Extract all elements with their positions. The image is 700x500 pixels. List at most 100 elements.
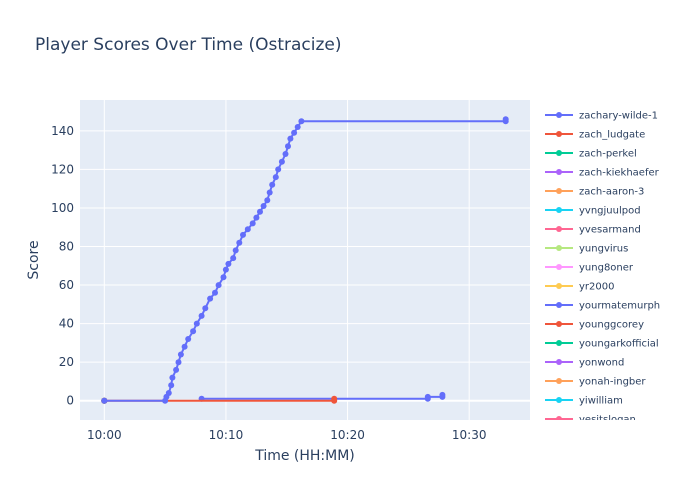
data-point xyxy=(275,166,282,173)
data-point xyxy=(331,395,338,402)
legend-swatch-marker xyxy=(556,321,562,327)
legend-item-zach-aaron-3[interactable]: zach-aaron-3 xyxy=(545,187,644,198)
data-point xyxy=(173,366,180,373)
legend-swatch-marker xyxy=(556,340,562,346)
legend[interactable]: zachary-wilde-1 zach_ludgate zach-perkel za… xyxy=(545,111,660,426)
y-axis-title: Score xyxy=(26,240,42,279)
legend-item-yvesarmand[interactable]: yvesarmand xyxy=(545,225,641,236)
data-point xyxy=(257,208,263,215)
data-point xyxy=(272,174,279,181)
legend-swatch-marker xyxy=(556,169,562,175)
data-point xyxy=(175,359,182,366)
legend-item-yungvirus[interactable]: yungvirus xyxy=(545,244,628,255)
legend-swatch-marker xyxy=(556,302,562,308)
legend-label: younggcorey xyxy=(579,320,644,331)
series-zachary-wilde-1 xyxy=(101,116,509,404)
data-point xyxy=(222,266,229,273)
legend-label: zach-kiekhaefer xyxy=(579,168,660,179)
legend-swatch-marker xyxy=(556,131,562,137)
data-point xyxy=(225,260,232,267)
legend-label: yungvirus xyxy=(579,244,628,255)
data-point xyxy=(215,282,222,289)
series-layer xyxy=(101,116,509,404)
data-point xyxy=(253,214,260,221)
data-point xyxy=(278,158,285,165)
legend-label: zach-aaron-3 xyxy=(579,187,644,198)
y-axis-ticks: 0 20 40 60 80 100 120 140 xyxy=(51,124,74,408)
legend-swatch-marker xyxy=(556,245,562,251)
legend-item-zach_ludgate[interactable]: zach_ludgate xyxy=(545,130,645,141)
data-point xyxy=(168,382,175,389)
legend-label: yesitslogan xyxy=(579,415,636,426)
data-point xyxy=(220,274,227,281)
legend-item-yourmatemurph[interactable]: yourmatemurph xyxy=(545,301,660,312)
data-point xyxy=(190,328,197,335)
legend-item-youngarkofficial[interactable]: youngarkofficial xyxy=(545,339,659,350)
y-tick-label: 60 xyxy=(59,278,74,292)
x-tick-label: 10:10 xyxy=(209,428,244,442)
legend-swatch-marker xyxy=(556,226,562,232)
data-point xyxy=(236,239,243,246)
data-point xyxy=(502,116,509,123)
legend-label: yvesarmand xyxy=(579,225,641,236)
data-point xyxy=(285,143,291,150)
legend-label: yourmatemurph xyxy=(579,301,660,312)
data-point xyxy=(282,151,289,157)
legend-label: yiwilliam xyxy=(579,396,623,407)
y-tick-label: 100 xyxy=(51,201,74,215)
y-tick-label: 0 xyxy=(66,394,74,408)
legend-item-younggcorey[interactable]: younggcorey xyxy=(545,320,644,331)
legend-item-yvngjuulpod[interactable]: yvngjuulpod xyxy=(545,206,641,217)
data-point xyxy=(269,181,276,188)
legend-item-zachary-wilde-1[interactable]: zachary-wilde-1 xyxy=(545,111,658,122)
legend-swatch-marker xyxy=(556,112,562,118)
y-tick-label: 120 xyxy=(51,162,74,176)
legend-swatch-marker xyxy=(556,207,562,213)
legend-item-yung8oner[interactable]: yung8oner xyxy=(545,263,634,274)
legend-label: yung8oner xyxy=(579,263,634,274)
data-point xyxy=(439,391,446,398)
data-point xyxy=(193,320,200,327)
legend-label: youngarkofficial xyxy=(579,339,659,350)
data-point xyxy=(101,397,108,404)
legend-item-yonwond[interactable]: yonwond xyxy=(545,358,624,369)
legend-swatch-marker xyxy=(556,378,562,384)
data-point xyxy=(185,336,192,342)
data-point xyxy=(287,135,294,142)
legend-swatch-marker xyxy=(556,283,562,289)
x-tick-label: 10:30 xyxy=(452,428,487,442)
data-point xyxy=(169,374,176,381)
legend-label: yonwond xyxy=(579,358,624,369)
data-point xyxy=(266,189,273,196)
data-point xyxy=(291,129,298,136)
data-point xyxy=(202,305,209,312)
legend-label: yr2000 xyxy=(579,282,614,293)
legend-item-yr2000[interactable]: yr2000 xyxy=(545,282,614,293)
x-axis-title: Time (HH:MM) xyxy=(254,448,355,464)
legend-item-zach-perkel[interactable]: zach-perkel xyxy=(545,149,637,160)
y-tick-label: 40 xyxy=(59,317,74,331)
legend-label: zach-perkel xyxy=(579,149,637,160)
y-tick-label: 80 xyxy=(59,240,74,254)
legend-label: zachary-wilde-1 xyxy=(579,111,658,122)
legend-swatch-marker xyxy=(556,416,562,420)
legend-label: zach_ludgate xyxy=(579,130,645,141)
legend-item-zach-kiekhaefer[interactable]: zach-kiekhaefer xyxy=(545,168,660,179)
legend-label: yonah-ingber xyxy=(579,377,646,388)
x-tick-label: 10:20 xyxy=(330,428,365,442)
chart-title: Player Scores Over Time (Ostracize) xyxy=(35,35,342,55)
legend-swatch-marker xyxy=(556,397,562,403)
legend-label: yvngjuulpod xyxy=(579,206,641,217)
legend-item-yiwilliam[interactable]: yiwilliam xyxy=(545,396,623,407)
legend-item-yonah-ingber[interactable]: yonah-ingber xyxy=(545,377,646,388)
x-tick-label: 10:00 xyxy=(87,428,122,442)
data-point xyxy=(244,226,251,233)
data-point xyxy=(181,343,188,350)
data-point xyxy=(232,247,239,254)
legend-item-yesitslogan[interactable]: yesitslogan xyxy=(545,415,636,426)
data-point xyxy=(230,255,237,262)
data-point xyxy=(177,351,184,358)
data-point xyxy=(294,124,301,130)
data-point xyxy=(212,289,218,296)
